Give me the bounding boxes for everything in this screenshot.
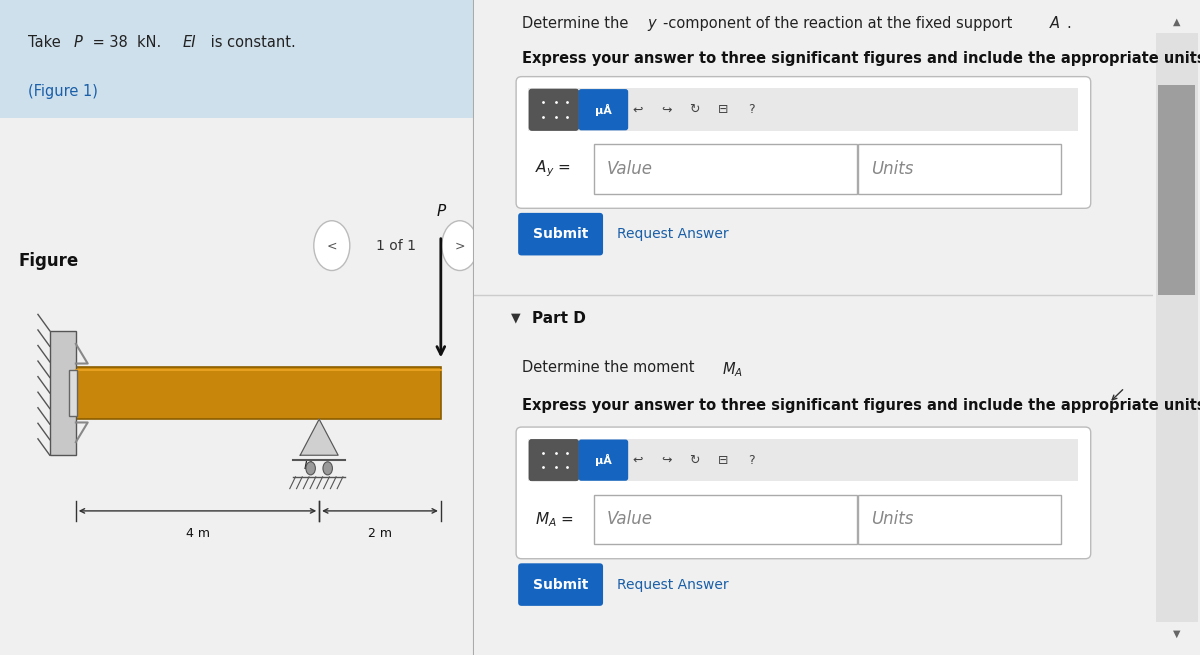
Text: $M_{A}$ =: $M_{A}$ = (535, 510, 574, 529)
Text: P: P (73, 35, 83, 50)
Text: Value: Value (606, 510, 653, 529)
Bar (528, 439, 1079, 481)
FancyBboxPatch shape (516, 427, 1091, 559)
Bar (528, 88, 1079, 131)
Text: 2 m: 2 m (368, 527, 392, 540)
Bar (49, 331, 76, 455)
Text: ↩: ↩ (632, 454, 643, 466)
FancyBboxPatch shape (518, 213, 604, 255)
FancyBboxPatch shape (594, 144, 857, 194)
Text: $A_{y}$ =: $A_{y}$ = (535, 159, 571, 179)
Text: Units: Units (871, 160, 913, 178)
Text: Request Answer: Request Answer (617, 578, 728, 591)
Text: ▼: ▼ (511, 311, 521, 324)
Text: B: B (304, 459, 312, 472)
Text: A: A (1050, 16, 1060, 31)
FancyBboxPatch shape (578, 440, 628, 481)
Text: Express your answer to three significant figures and include the appropriate uni: Express your answer to three significant… (522, 51, 1200, 66)
Text: ?: ? (749, 454, 755, 466)
Text: ↻: ↻ (690, 103, 700, 116)
Text: Submit: Submit (533, 578, 588, 591)
Circle shape (442, 221, 478, 271)
FancyBboxPatch shape (518, 563, 604, 606)
Text: ▼: ▼ (1172, 629, 1181, 639)
Circle shape (323, 462, 332, 475)
Text: $M_A$: $M_A$ (722, 360, 743, 379)
Bar (76, 367, 440, 419)
Text: .: . (1067, 16, 1072, 31)
Text: Take: Take (29, 35, 66, 50)
Text: ↪: ↪ (661, 454, 672, 466)
Text: Determine the moment: Determine the moment (522, 360, 698, 375)
FancyBboxPatch shape (858, 144, 1061, 194)
Text: Request Answer: Request Answer (617, 227, 728, 241)
Text: ↻: ↻ (690, 454, 700, 466)
Text: μÅ: μÅ (595, 454, 612, 466)
Text: P: P (436, 204, 445, 219)
Text: -component of the reaction at the fixed support: -component of the reaction at the fixed … (662, 16, 1016, 31)
FancyBboxPatch shape (529, 440, 578, 481)
Bar (0, 0, 474, 118)
Text: <: < (326, 239, 337, 252)
FancyBboxPatch shape (578, 89, 628, 130)
Text: Part D: Part D (532, 311, 586, 326)
FancyBboxPatch shape (858, 495, 1061, 544)
Text: is constant.: is constant. (206, 35, 296, 50)
Text: ?: ? (749, 103, 755, 116)
FancyBboxPatch shape (516, 77, 1091, 208)
Text: Express your answer to three significant figures and include the appropriate uni: Express your answer to three significant… (522, 398, 1200, 413)
Circle shape (313, 221, 350, 271)
Text: = 38  kN.: = 38 kN. (88, 35, 170, 50)
Bar (68, 370, 77, 416)
Text: (Figure 1): (Figure 1) (29, 84, 98, 99)
Text: y: y (647, 16, 656, 31)
Text: Value: Value (606, 160, 653, 178)
Polygon shape (300, 419, 338, 455)
Text: Determine the: Determine the (522, 16, 632, 31)
Text: ↩: ↩ (632, 103, 643, 116)
Text: A: A (67, 442, 76, 455)
Text: 1 of 1: 1 of 1 (376, 238, 415, 253)
FancyBboxPatch shape (594, 495, 857, 544)
Text: Figure: Figure (19, 252, 79, 270)
Text: ⊟: ⊟ (718, 103, 728, 116)
Text: Units: Units (871, 510, 913, 529)
Text: Submit: Submit (533, 227, 588, 241)
FancyBboxPatch shape (529, 89, 578, 130)
Text: ▲: ▲ (1172, 16, 1181, 26)
Text: ↪: ↪ (661, 103, 672, 116)
Text: >: > (455, 239, 466, 252)
Text: μÅ: μÅ (595, 103, 612, 116)
Text: EI: EI (182, 35, 196, 50)
Text: ⊟: ⊟ (718, 454, 728, 466)
Circle shape (306, 462, 316, 475)
Bar (1158, 85, 1195, 295)
Text: 4 m: 4 m (186, 527, 210, 540)
